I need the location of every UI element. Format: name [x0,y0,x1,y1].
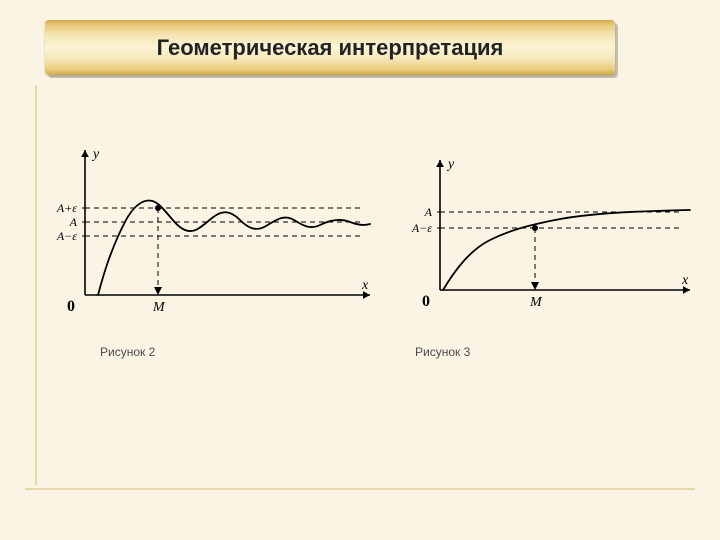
svg-text:A−ε: A−ε [411,221,432,235]
title-bar: Геометрическая интерпретация [45,20,615,75]
svg-text:0: 0 [422,293,430,310]
page-title: Геометрическая интерпретация [45,20,615,75]
svg-text:M: M [529,295,543,310]
svg-text:y: y [91,147,100,162]
svg-text:x: x [361,278,369,293]
svg-text:0: 0 [67,298,75,315]
svg-text:A+ε: A+ε [56,201,77,215]
figure-2-caption: Рисунок 2 [100,345,155,359]
svg-text:M: M [152,300,166,315]
svg-text:A−ε: A−ε [56,229,77,243]
svg-text:y: y [446,157,455,172]
figure-2: x y 0 M A+εAA−ε [30,140,380,330]
figure-3-caption: Рисунок 3 [415,345,470,359]
svg-text:x: x [681,273,689,288]
figure-3: x y 0 M A A−ε [385,150,700,325]
slide-bottom-rule [25,488,695,490]
svg-text:A: A [424,205,433,219]
svg-text:A: A [69,215,78,229]
